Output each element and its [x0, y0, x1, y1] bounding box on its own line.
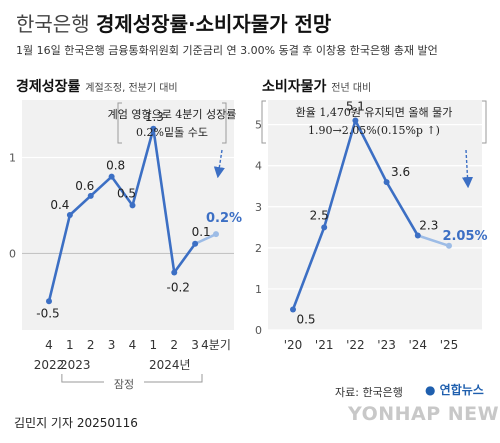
- data-label: 0.4: [50, 198, 69, 212]
- title-main: 경제성장률·소비자물가 전망: [95, 12, 332, 36]
- author-credit: 김민지 기자 20250116: [14, 416, 138, 430]
- data-point: [46, 298, 52, 305]
- plot-background: [22, 100, 234, 330]
- x-tick-label: 2: [170, 338, 178, 352]
- x-tick-label: 4: [45, 338, 53, 352]
- y-tick-label: 5: [255, 119, 262, 132]
- x-tick-label: '23: [377, 338, 396, 352]
- left-title-note: 계절조정, 전분기 대비: [85, 83, 178, 94]
- data-label: 0.2%: [206, 211, 242, 226]
- subtitle: 1월 16일 한국은행 금융통화위원회 기준금리 연 3.00% 동결 후 이창…: [16, 44, 438, 57]
- data-point: [129, 202, 136, 209]
- x-tick-label: 4분기: [201, 338, 231, 352]
- data-point: [414, 232, 421, 239]
- chart-title: 한국은행 경제성장률·소비자물가 전망: [16, 8, 331, 37]
- year-label: 2024년: [149, 358, 191, 372]
- right-panel-title: 소비자물가 전년 대비: [262, 76, 371, 96]
- data-point: [171, 269, 178, 276]
- data-label: 2.5: [310, 208, 329, 222]
- data-label: 0.5: [117, 186, 136, 200]
- brand-name: 연합뉴스: [439, 383, 484, 397]
- data-label: 1.3: [145, 110, 164, 124]
- y-tick-label: 2: [255, 242, 262, 255]
- data-point: [321, 224, 328, 231]
- data-label: 5.1: [346, 100, 365, 114]
- bracket-label: 잠정: [114, 378, 134, 391]
- data-label: -0.2: [167, 281, 190, 295]
- callout-arrow: [461, 149, 474, 189]
- right-title-text: 소비자물가: [262, 79, 327, 95]
- y-tick-label: 3: [255, 201, 262, 214]
- callout-brackets: [261, 100, 487, 144]
- projection-line: [417, 234, 450, 248]
- data-point: [383, 179, 390, 186]
- plot-background: [268, 100, 482, 330]
- callout-text: 1.90→2.05%(0.15%p ↑): [308, 124, 440, 137]
- callout-text: 계엄 영향으로 4분기 성장률: [108, 108, 237, 121]
- x-tick-label: '20: [284, 338, 303, 352]
- x-tick-label: 4: [129, 338, 137, 352]
- bracket-label-bg: [104, 377, 144, 391]
- data-label: 0.6: [75, 179, 94, 193]
- inflation-chart: 0 1 2 3 4 5 0.5 2.5 5.1 3.6 2.3 2.05% '20 '21 '22 '23 '2…: [255, 100, 488, 352]
- year-label: 2022: [34, 358, 65, 372]
- data-point: [446, 242, 452, 249]
- right-title-note: 전년 대비: [331, 83, 372, 94]
- y-tick-label: 1: [255, 283, 262, 296]
- data-point: [66, 212, 73, 218]
- data-label: 2.3: [419, 219, 438, 233]
- data-point: [192, 240, 199, 247]
- y-tick-label: 0: [9, 247, 16, 260]
- watermark: YONHAP NEWS: [348, 403, 500, 425]
- data-point: [290, 306, 296, 313]
- data-label: 2.05%: [442, 229, 487, 244]
- data-point: [352, 117, 359, 124]
- x-tick-label: 3: [191, 338, 199, 352]
- x-tick-label: 3: [108, 338, 116, 352]
- callout-brackets: [117, 102, 227, 144]
- x-tick-label: 2: [87, 338, 95, 352]
- data-point: [87, 192, 94, 199]
- y-tick-label: 0: [255, 324, 262, 337]
- data-point: [108, 173, 115, 180]
- y-tick-label: 1: [9, 152, 16, 165]
- growth-chart: 01-0.50.40.60.80.51.3-0.20.10.2%4 1 2 3 4 1 2 3…: [9, 100, 242, 391]
- title-prefix: 한국은행: [16, 12, 90, 36]
- callout-text: 0.2%밑돌 수도: [136, 126, 208, 139]
- x-tick-label: '25: [440, 338, 459, 352]
- data-label: 0.8: [106, 159, 125, 173]
- brand-logo: ● 연합뉴스: [425, 381, 484, 398]
- callout-arrow: [213, 149, 225, 179]
- left-panel-title: 경제성장률 계절조정, 전분기 대비: [16, 76, 178, 96]
- projection-line: [194, 232, 217, 245]
- x-tick-label: '24: [409, 338, 428, 352]
- y-tick-label: 4: [255, 160, 262, 173]
- data-label: 3.6: [391, 165, 410, 179]
- data-label: -0.5: [36, 306, 59, 320]
- callout-text: 환율 1,470원 유지되면 올해 물가: [296, 105, 453, 119]
- x-tick-label: '21: [315, 338, 334, 352]
- year-label: 2023: [60, 358, 91, 372]
- brand-icon: ●: [425, 383, 436, 397]
- source-label: 자료: 한국은행: [335, 386, 403, 399]
- left-title-text: 경제성장률: [16, 79, 81, 95]
- data-point: [213, 231, 219, 238]
- x-tick-label: '22: [346, 338, 365, 352]
- data-point: [150, 125, 157, 132]
- x-tick-label: 1: [66, 338, 74, 352]
- data-label: 0.5: [296, 312, 315, 326]
- data-label: 0.1: [192, 225, 211, 239]
- series-line: [47, 127, 197, 302]
- x-tick-label: 1: [150, 338, 158, 352]
